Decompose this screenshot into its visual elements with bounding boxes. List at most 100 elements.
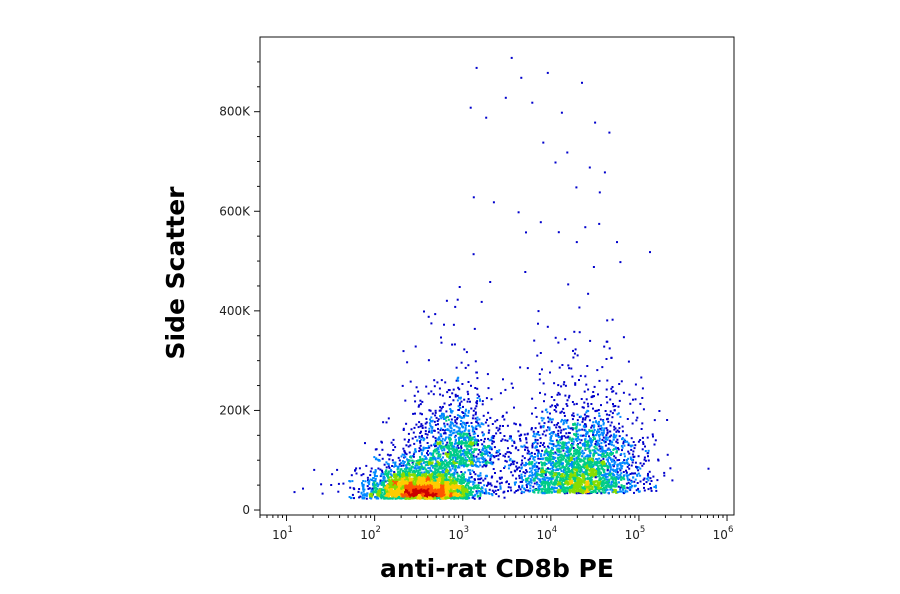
event-dot [447,478,450,481]
event-dot [403,438,406,441]
event-dot [616,469,618,472]
event-dot [417,459,420,462]
event-dot [459,450,462,452]
event-dot [446,496,449,499]
event-dot [590,403,593,405]
event-dot [566,404,569,407]
event-dot [476,460,479,463]
event-dot [453,343,456,346]
event-dot [585,467,588,470]
event-dot [435,490,438,493]
event-dot [488,488,491,491]
event-dot [402,427,405,430]
event-dot [389,454,392,457]
event-dot [534,456,537,459]
event-dot [350,474,353,477]
event-dot [360,491,363,494]
event-dot [434,470,437,473]
event-dot [542,417,545,420]
event-dot [473,497,476,500]
event-dot [366,492,369,495]
event-dot [405,467,408,470]
event-dot [634,461,637,464]
event-dot [466,480,469,482]
event-dot [404,399,407,402]
event-dot [424,476,427,478]
event-dot [458,463,461,465]
event-dot [454,492,457,495]
event-dot [386,462,389,465]
event-dot [430,480,433,483]
event-dot [479,399,481,402]
event-dot [534,407,537,409]
event-dot [419,399,422,402]
event-dot [473,436,476,438]
event-dot [378,453,381,456]
event-dot [603,345,606,348]
event-dot [438,485,441,488]
event-dot [442,416,445,419]
event-dot [445,468,448,471]
event-dot [378,459,381,462]
event-dot [532,457,535,460]
event-dot [472,451,474,453]
event-dot [553,409,556,411]
event-dot [450,445,453,448]
event-dot [658,410,661,412]
event-dot [576,491,579,494]
event-dot [479,478,481,481]
event-dot [493,456,496,459]
event-dot [417,470,420,473]
event-dot [591,482,594,485]
event-dot [458,404,461,406]
event-dot [403,460,406,463]
event-dot [440,497,443,500]
event-dot [491,436,493,439]
event-dot [396,491,399,494]
event-dot [441,485,444,488]
event-dot [427,477,430,480]
event-dot [454,470,457,473]
event-dot [445,443,448,446]
event-dot [491,435,494,438]
event-dot [449,482,452,485]
event-dot [474,473,477,476]
event-dot [418,404,421,407]
event-dot [452,479,455,482]
event-dot [558,366,561,369]
event-dot [448,457,451,460]
event-dot [490,461,493,464]
event-dot [499,424,502,427]
event-dot [550,455,553,458]
event-dot [468,449,471,452]
event-dot [429,496,432,499]
event-dot [612,403,614,405]
event-dot [456,418,458,421]
event-dot [443,323,445,326]
event-dot [475,425,478,428]
event-dot [424,432,427,435]
event-dot [486,475,488,478]
event-dot [467,393,470,396]
event-dot [453,450,456,453]
event-dot [451,447,454,450]
event-dot [425,417,428,420]
event-dot [465,442,468,445]
event-dot [420,475,423,478]
event-dot [460,400,463,403]
event-dot [601,434,604,437]
event-dot [449,421,452,424]
event-dot [545,462,548,465]
event-dot [413,494,416,497]
event-dot [464,442,467,445]
event-dot [433,485,436,487]
event-dot [361,483,364,486]
event-dot [571,375,574,378]
event-dot [351,480,354,483]
event-dot [431,426,434,429]
event-dot [436,478,439,481]
event-dot [583,452,586,455]
event-dot [572,349,574,352]
event-dot [458,461,461,464]
event-dot [440,460,442,463]
